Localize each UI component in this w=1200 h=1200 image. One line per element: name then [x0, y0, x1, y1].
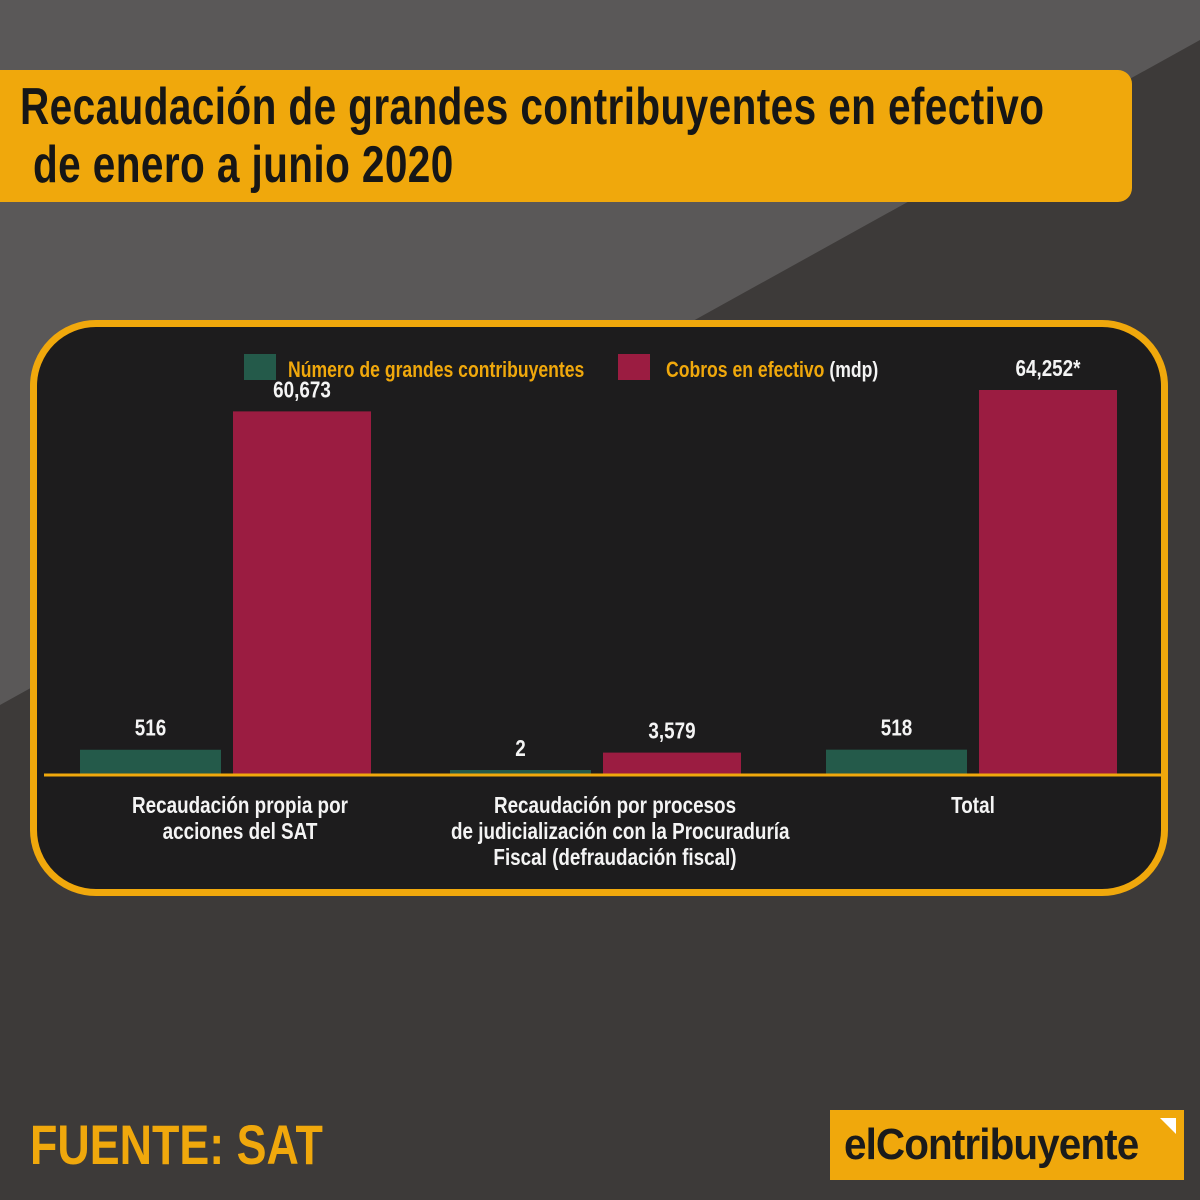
- brand-logo-text: elContribuyente: [844, 1120, 1139, 1169]
- bar-contribuyentes-1: [450, 770, 591, 774]
- title-banner: [0, 70, 1132, 202]
- legend-label-cobros-main: Cobros en efectivo: [666, 357, 825, 382]
- legend-swatch-cobros: [618, 354, 650, 380]
- data-label-cobros-1: 3,579: [648, 719, 695, 744]
- brand-logo: elContribuyente: [830, 1110, 1184, 1180]
- data-label-contribuyentes-1: 2: [515, 736, 525, 761]
- bar-cobros-0: [233, 411, 371, 774]
- bar-contribuyentes-2: [826, 749, 967, 774]
- bar-cobros-2: [979, 390, 1117, 774]
- category-label-total: Total: [951, 792, 995, 818]
- bar-contribuyentes-0: [80, 749, 221, 774]
- category-label-judicializacion: Recaudación por procesos de judicializaci…: [451, 792, 790, 870]
- legend-label-contribuyentes: Número de grandes contribuyentes: [288, 357, 585, 382]
- legend-swatch-contribuyentes: [244, 354, 276, 380]
- data-label-cobros-0: 60,673: [273, 378, 331, 403]
- bar-cobros-1: [603, 752, 741, 774]
- chart-title-line-2: de enero a junio 2020: [33, 136, 454, 194]
- chart-title-line-1: Recaudación de grandes contribuyentes en…: [20, 78, 1045, 136]
- category-label-recaudacion-propia: Recaudación propia por acciones del SAT: [132, 792, 348, 844]
- chart-panel: [30, 320, 1168, 896]
- data-label-cobros-2: 64,252*: [1016, 356, 1082, 381]
- legend-label-cobros-unit: (mdp): [829, 357, 879, 382]
- logo-corner-mark: [1160, 1118, 1176, 1134]
- source-note: FUENTE: SAT: [30, 1113, 323, 1176]
- legend-label-cobros: Cobros en efectivo (mdp): [666, 357, 878, 383]
- data-label-contribuyentes-0: 516: [135, 716, 166, 741]
- data-label-contribuyentes-2: 518: [881, 716, 913, 741]
